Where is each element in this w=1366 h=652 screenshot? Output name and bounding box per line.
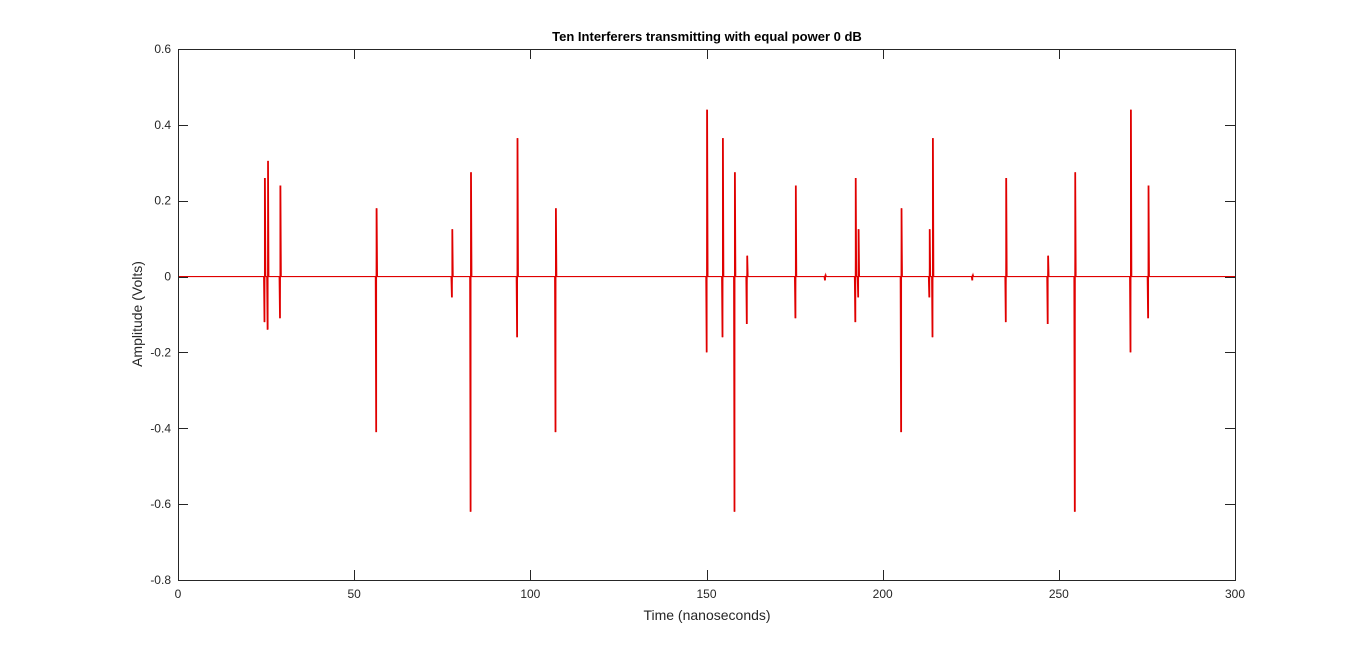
x-tick-label: 300 <box>1225 587 1245 601</box>
y-tick-label: -0.8 <box>150 573 171 587</box>
y-axis-label: Amplitude (Volts) <box>129 261 145 367</box>
y-tick-label: -0.2 <box>150 345 171 359</box>
y-tick-label: 0.6 <box>154 42 171 56</box>
y-tick-label: -0.4 <box>150 421 171 435</box>
x-tick-label: 250 <box>1049 587 1069 601</box>
x-tick-label: 50 <box>347 587 361 601</box>
x-tick-label: 100 <box>520 587 540 601</box>
x-tick-label: 0 <box>175 587 182 601</box>
axes <box>178 49 1236 581</box>
chart-title: Ten Interferers transmitting with equal … <box>552 29 862 44</box>
x-tick-label: 150 <box>696 587 716 601</box>
tick-labels: 0 50 100 150 200 250 300 -0.8 -0.6 -0.4 -0.2 0 0.2 0.… <box>150 42 1245 601</box>
signal-series <box>178 109 1235 512</box>
x-tick-label: 200 <box>873 587 893 601</box>
y-tick-label: 0.2 <box>154 194 171 208</box>
y-tick-label: 0 <box>164 270 171 284</box>
y-tick-label: 0.4 <box>154 118 171 132</box>
y-tick-label: -0.6 <box>150 497 171 511</box>
x-axis-label: Time (nanoseconds) <box>643 607 770 623</box>
